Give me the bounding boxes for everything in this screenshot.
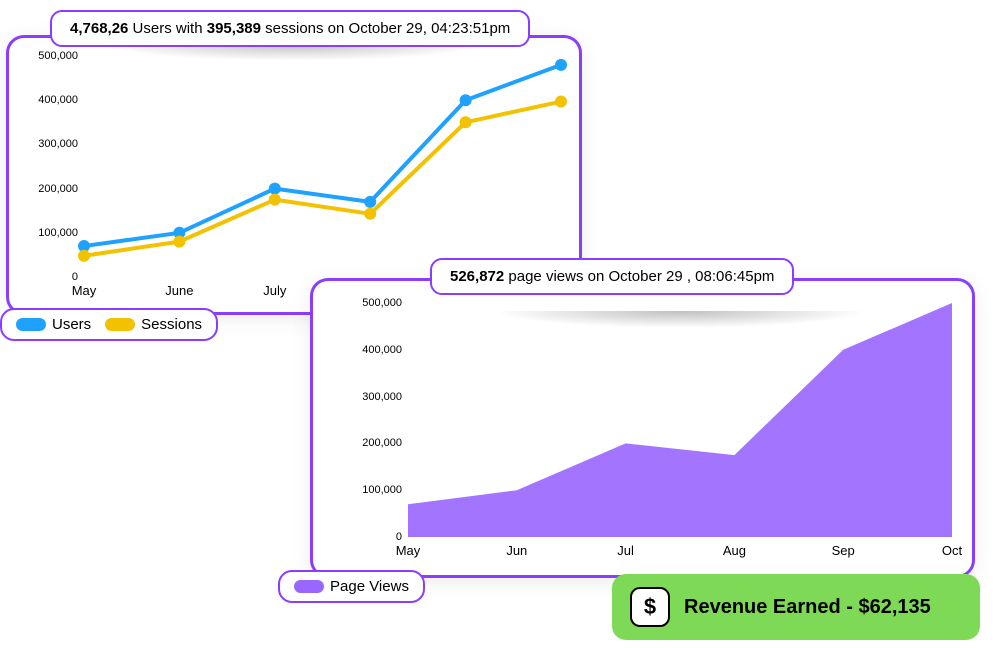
bottom-chart-svg [408,303,952,537]
legend-swatch-users [16,318,46,331]
y-tick-label: 500,000 [362,297,402,309]
legend-label-users: Users [52,316,91,333]
top-plot-area: 0100,000200,000300,000400,000500,000MayJ… [84,56,561,277]
x-tick-label: Jul [617,543,634,558]
y-tick-label: 300,000 [38,138,78,150]
x-tick-label: Aug [723,543,746,558]
y-tick-label: 100,000 [38,227,78,239]
pageviews-chart-card: 0 100,000 200,000 300,000 400,000 500,000 May J… [310,278,975,578]
tooltip-mid1: Users with [128,20,206,37]
y-tick-label: 0 [396,531,402,543]
y-tick-label: 200,000 [38,183,78,195]
legend-label-sessions: Sessions [141,316,202,333]
bottom-chart-tooltip: 526,872 page views on October 29 , 08:06… [430,258,794,295]
bottom-chart-legend: Page Views [278,570,425,603]
x-tick-label: May [72,283,97,298]
x-tick-label: July [263,283,286,298]
legend-item-users: Users [16,316,91,333]
y-tick-label: 300,000 [362,391,402,403]
y-tick-label: 400,000 [362,344,402,356]
revenue-card: $ Revenue Earned - $62,135 [612,574,980,640]
y-tick-label: 400,000 [38,94,78,106]
top-chart-legend: Users Sessions [0,308,218,341]
x-tick-label: Jun [506,543,527,558]
top-chart-tooltip: 4,768,26 Users with 395,389 sessions on … [50,10,530,47]
tooltip-pageviews-value: 526,872 [450,268,504,285]
y-tick-label: 0 [72,271,78,283]
x-tick-label: June [165,283,193,298]
legend-item-sessions: Sessions [105,316,202,333]
legend-label-pageviews: Page Views [330,578,409,595]
top-chart-svg [84,56,561,277]
tooltip-rest: page views on October 29 , 08:06:45pm [504,268,774,285]
revenue-text: Revenue Earned - $62,135 [684,596,931,619]
legend-item-pageviews: Page Views [294,578,409,595]
legend-swatch-sessions [105,318,135,331]
y-tick-label: 100,000 [362,484,402,496]
y-tick-label: 200,000 [362,437,402,449]
dollar-icon: $ [630,587,670,627]
tooltip-mid2: sessions on October 29, 04:23:51pm [261,20,510,37]
x-tick-label: Oct [942,543,962,558]
x-tick-label: Sep [832,543,855,558]
y-tick-label: 500,000 [38,50,78,62]
legend-swatch-pageviews [294,580,324,593]
dollar-glyph: $ [644,594,656,620]
bottom-plot-area: 0100,000200,000300,000400,000500,000MayJ… [408,303,952,537]
x-tick-label: May [396,543,421,558]
tooltip-users-value: 4,768,26 [70,20,128,37]
tooltip-sessions-value: 395,389 [207,20,261,37]
